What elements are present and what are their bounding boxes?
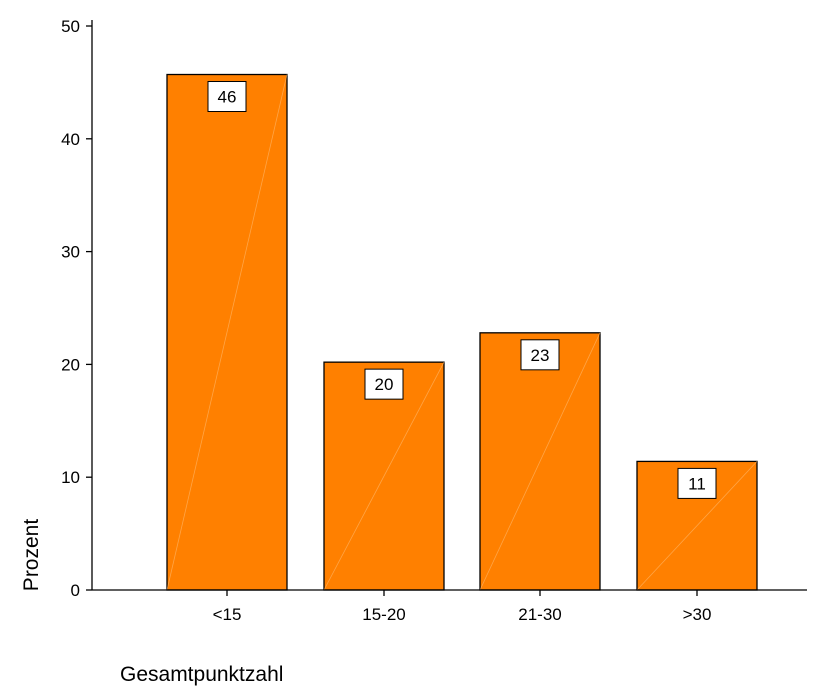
y-tick-label: 0 [71,581,80,600]
bars-layer: 46 20 23 11 [166,73,758,591]
y-tick-label: 50 [61,17,80,36]
x-axis-title: Gesamtpunktzahl [120,663,283,686]
y-tick-label: 40 [61,130,80,149]
data-label-box [364,368,404,400]
x-tick-label: 21-30 [518,605,561,624]
data-label: 20 [375,375,394,394]
data-label: 46 [218,88,237,107]
y-tick-label: 30 [61,243,80,262]
x-tick-label: 15-20 [362,605,405,624]
x-tick-label: >30 [683,605,712,624]
y-tick-label: 20 [61,355,80,374]
data-label-box [677,467,717,499]
x-ticks-layer: <15 15-20 21-30 >30 [213,590,712,624]
data-label: 23 [531,346,550,365]
data-label: 11 [688,474,706,493]
y-axis-title: Prozent [20,519,43,592]
data-label-box [520,339,560,371]
bar-highlight-line [636,461,758,591]
bar-highlight-line [479,332,601,591]
y-ticks-layer: 0 10 20 30 40 50 [61,17,92,600]
data-label-box [207,81,247,113]
y-tick-label: 10 [61,468,80,487]
axes-layer [91,20,807,591]
bar-highlight-line [166,74,288,591]
x-tick-label: <15 [213,605,242,624]
bar-highlight-line [323,361,445,591]
